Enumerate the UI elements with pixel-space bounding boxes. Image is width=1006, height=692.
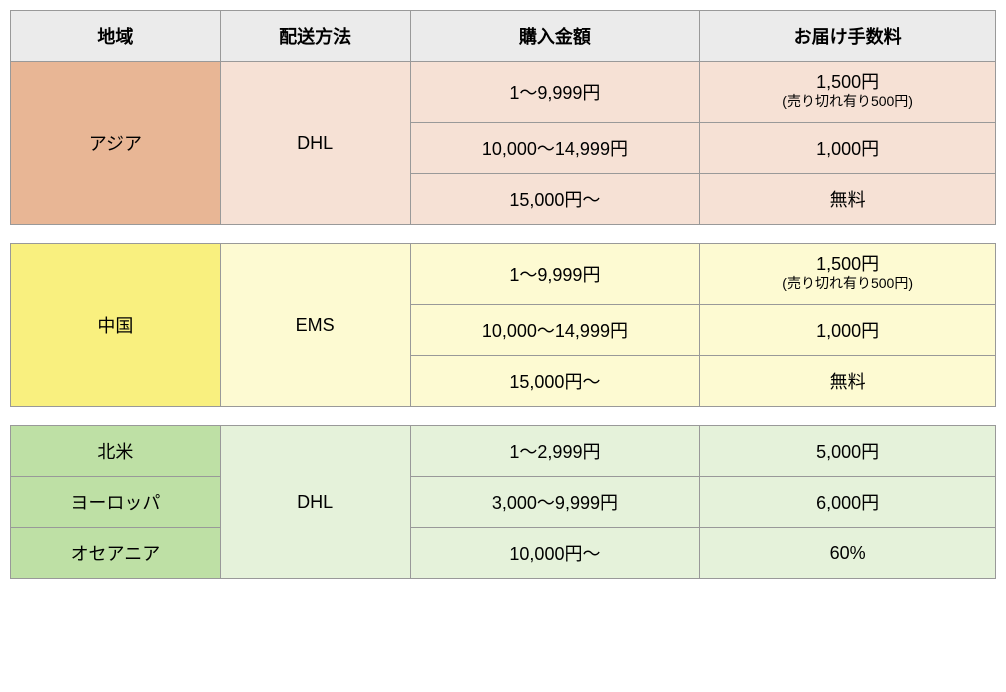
header-region: 地域 [11, 11, 221, 62]
fee-value: 1,500円 [700, 255, 995, 275]
fee-cell: 無料 [700, 356, 996, 407]
fee-sub: (売り切れ有り500円) [700, 276, 995, 291]
fee-cell: 1,500円 (売り切れ有り500円) [700, 244, 996, 305]
fee-cell: 6,000円 [700, 477, 996, 528]
region-cell: アジア [11, 62, 221, 225]
fee-cell: 5,000円 [700, 426, 996, 477]
shipping-table-west: 北米 DHL 1〜2,999円 5,000円 ヨーロッパ 3,000〜9,999… [10, 425, 996, 579]
table-row: オセアニア 10,000円〜 60% [11, 528, 996, 579]
region-cell: オセアニア [11, 528, 221, 579]
region-cell: ヨーロッパ [11, 477, 221, 528]
fee-cell: 1,000円 [700, 123, 996, 174]
region-cell: 北米 [11, 426, 221, 477]
header-row: 地域 配送方法 購入金額 お届け手数料 [11, 11, 996, 62]
shipping-table-china: 中国 EMS 1〜9,999円 1,500円 (売り切れ有り500円) 10,0… [10, 243, 996, 407]
amount-cell: 10,000〜14,999円 [410, 123, 700, 174]
fee-cell: 60% [700, 528, 996, 579]
fee-sub: (売り切れ有り500円) [700, 94, 995, 109]
fee-value: 1,500円 [700, 73, 995, 93]
fee-cell: 1,500円 (売り切れ有り500円) [700, 62, 996, 123]
table-row: ヨーロッパ 3,000〜9,999円 6,000円 [11, 477, 996, 528]
table-row: 中国 EMS 1〜9,999円 1,500円 (売り切れ有り500円) [11, 244, 996, 305]
table-row: 北米 DHL 1〜2,999円 5,000円 [11, 426, 996, 477]
fee-cell: 1,000円 [700, 305, 996, 356]
method-cell: DHL [220, 62, 410, 225]
header-amount: 購入金額 [410, 11, 700, 62]
fee-cell: 無料 [700, 174, 996, 225]
amount-cell: 15,000円〜 [410, 174, 700, 225]
amount-cell: 10,000〜14,999円 [410, 305, 700, 356]
amount-cell: 10,000円〜 [410, 528, 700, 579]
amount-cell: 3,000〜9,999円 [410, 477, 700, 528]
header-method: 配送方法 [220, 11, 410, 62]
region-cell: 中国 [11, 244, 221, 407]
amount-cell: 1〜2,999円 [410, 426, 700, 477]
method-cell: DHL [220, 426, 410, 579]
table-row: アジア DHL 1〜9,999円 1,500円 (売り切れ有り500円) [11, 62, 996, 123]
amount-cell: 1〜9,999円 [410, 244, 700, 305]
method-cell: EMS [220, 244, 410, 407]
amount-cell: 1〜9,999円 [410, 62, 700, 123]
header-fee: お届け手数料 [700, 11, 996, 62]
amount-cell: 15,000円〜 [410, 356, 700, 407]
shipping-table-asia: 地域 配送方法 購入金額 お届け手数料 アジア DHL 1〜9,999円 1,5… [10, 10, 996, 225]
